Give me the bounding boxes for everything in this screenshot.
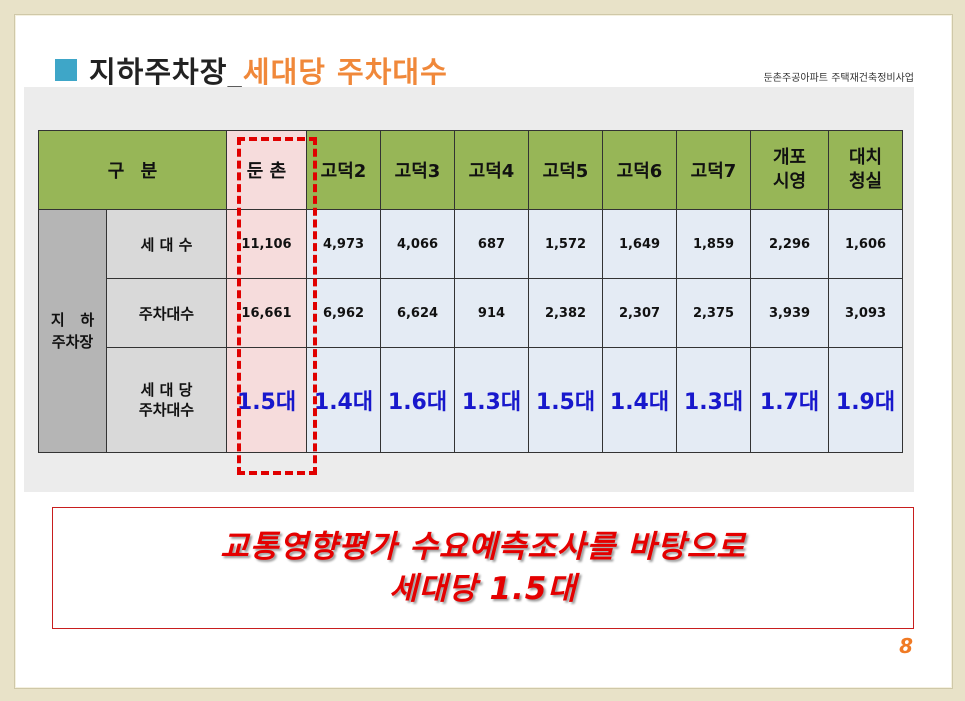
col-header: 고덕5 <box>528 130 603 210</box>
table-row: 주차대수 16,661 6,962 6,624 914 2,382 2,307 … <box>39 278 903 348</box>
row-label: 세 대 수 <box>106 209 227 279</box>
title-accent: 세대당 주차대수 <box>242 55 448 89</box>
table-cell: 2,375 <box>676 278 751 348</box>
table-row: 지 하 주차장 세 대 수 11,106 4,973 4,066 687 1,57… <box>38 209 903 453</box>
row-label: 세 대 당 주차대수 <box>106 347 227 453</box>
conclusion-box: 교통영향평가 수요예측조사를 바탕으로 세대당 1.5대 <box>52 507 914 629</box>
table-cell: 1,649 <box>602 209 677 279</box>
project-name: 둔촌주공아파트 주택재건축정비사업 <box>763 73 914 84</box>
conclusion-line-2: 세대당 1.5대 <box>389 571 577 607</box>
table-cell: 687 <box>454 209 529 279</box>
table-cell: 1.7대 <box>750 347 829 453</box>
col-header: 대치 청실 <box>828 130 903 210</box>
table-cell: 4,066 <box>380 209 455 279</box>
table-cell: 3,939 <box>750 278 829 348</box>
table-cell: 1.3대 <box>676 347 751 453</box>
table-cell: 1.4대 <box>602 347 677 453</box>
table-panel: 구 분 둔 촌 고덕2 고덕3 고덕4 고덕5 고덕6 고덕7 개포 시영 대치 청… <box>24 87 914 492</box>
col-header: 고덕4 <box>454 130 529 210</box>
col-header: 고덕2 <box>306 130 381 210</box>
title-main: 지하주차장_ <box>89 55 243 89</box>
table-cell: 3,093 <box>828 278 903 348</box>
table-cell: 1,859 <box>676 209 751 279</box>
page-number: 8 <box>899 634 913 658</box>
highlight-dashed-box <box>237 137 317 475</box>
table-cell: 914 <box>454 278 529 348</box>
page-title: 지하주차장_세대당 주차대수 <box>89 49 448 91</box>
table-cell: 2,296 <box>750 209 829 279</box>
group-label: 지 하 주차장 <box>38 209 107 453</box>
conclusion-line-1: 교통영향평가 수요예측조사를 바탕으로 <box>220 529 746 565</box>
table-cell: 1,606 <box>828 209 903 279</box>
table-cell: 1.6대 <box>380 347 455 453</box>
table-cell: 6,962 <box>306 278 381 348</box>
table-cell: 1.4대 <box>306 347 381 453</box>
table-cell: 1.3대 <box>454 347 529 453</box>
table-cell: 1,572 <box>528 209 603 279</box>
table-cell: 1.9대 <box>828 347 903 453</box>
parking-table: 구 분 둔 촌 고덕2 고덕3 고덕4 고덕5 고덕6 고덕7 개포 시영 대치 청… <box>38 130 903 453</box>
row-label: 주차대수 <box>106 278 227 348</box>
col-header: 고덕6 <box>602 130 677 210</box>
table-cell: 6,624 <box>380 278 455 348</box>
header-category: 구 분 <box>38 130 227 210</box>
table-row: 세 대 당 주차대수 1.5대 1.4대 1.6대 1.3대 1.5대 1.4대 … <box>39 347 903 453</box>
col-header: 고덕7 <box>676 130 751 210</box>
table-cell: 2,382 <box>528 278 603 348</box>
table-cell: 2,307 <box>602 278 677 348</box>
title-bar: 지하주차장_세대당 주차대수 <box>55 49 448 91</box>
table-cell: 4,973 <box>306 209 381 279</box>
col-header: 개포 시영 <box>750 130 829 210</box>
col-header: 고덕3 <box>380 130 455 210</box>
header-row: 구 분 둔 촌 고덕2 고덕3 고덕4 고덕5 고덕6 고덕7 개포 시영 대치 청… <box>38 130 903 210</box>
square-bullet-icon <box>55 59 77 81</box>
table-cell: 1.5대 <box>528 347 603 453</box>
